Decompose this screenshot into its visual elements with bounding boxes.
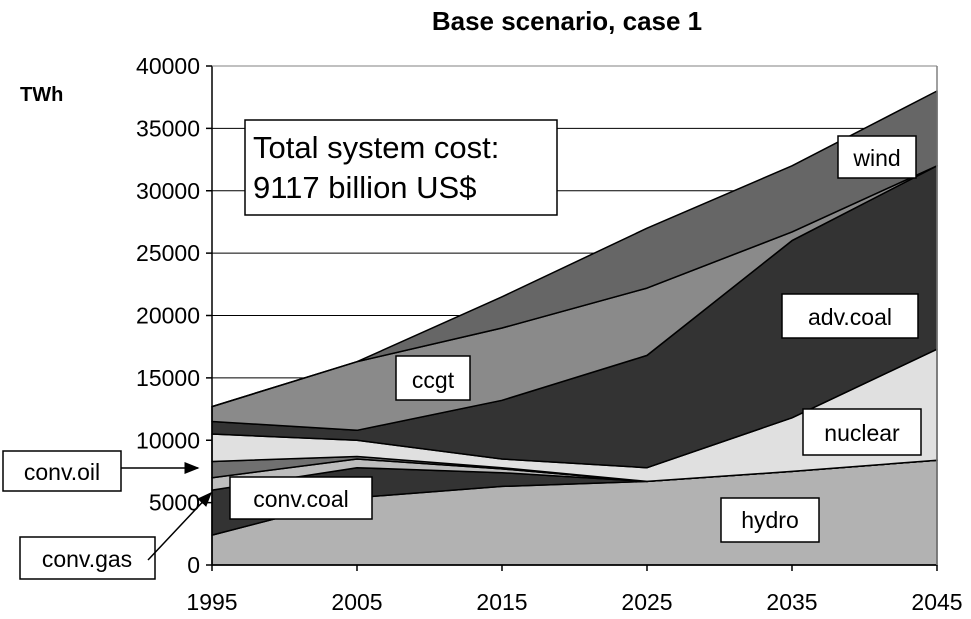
svg-text:adv.coal: adv.coal: [808, 304, 892, 330]
y-tick-label: 15000: [136, 365, 200, 391]
label-hydro: hydro: [720, 497, 820, 543]
y-tick-label: 0: [187, 552, 200, 578]
y-tick-label: 20000: [136, 303, 200, 329]
y-axis-label: TWh: [20, 84, 63, 106]
cost-annotation-box: [244, 119, 558, 216]
label-conv-coal: conv.coal: [229, 476, 373, 520]
svg-text:conv.gas: conv.gas: [42, 546, 132, 572]
label-conv-gas: conv.gas: [19, 536, 156, 580]
x-tick-label: 2005: [331, 589, 382, 615]
x-tick-label: 2015: [476, 589, 527, 615]
svg-text:wind: wind: [852, 145, 900, 171]
svg-text:hydro: hydro: [741, 507, 799, 533]
x-tick-label: 1995: [186, 589, 237, 615]
chart-title: Base scenario, case 1: [432, 6, 702, 36]
x-tick-label: 2035: [766, 589, 817, 615]
svg-text:nuclear: nuclear: [824, 420, 900, 446]
axes: [206, 65, 938, 571]
conv-gas-pointer: [147, 491, 213, 561]
svg-text:conv.coal: conv.coal: [253, 486, 348, 512]
label-adv-coal: adv.coal: [781, 293, 919, 339]
label-wind: wind: [837, 135, 917, 179]
y-tick-label: 5000: [149, 490, 200, 516]
y-tick-label: 40000: [136, 53, 200, 79]
label-conv-oil: conv.oil: [2, 450, 122, 492]
label-ccgt: ccgt: [395, 355, 471, 401]
cost-annotation-line1: Total system cost:: [253, 130, 499, 165]
label-nuclear: nuclear: [802, 408, 922, 456]
y-tick-labels: 0 5000 10000 15000 20000 25000 30000 35000 40000: [136, 53, 200, 578]
x-tick-label: 2045: [911, 589, 962, 615]
svg-text:ccgt: ccgt: [412, 367, 455, 393]
y-tick-label: 30000: [136, 178, 200, 204]
y-tick-label: 25000: [136, 240, 200, 266]
x-tick-labels: 1995 2005 2015 2025 2035 2045: [186, 589, 962, 615]
y-tick-label: 35000: [136, 115, 200, 141]
cost-annotation-line2: 9117 billion US$: [253, 170, 476, 205]
x-tick-label: 2025: [621, 589, 672, 615]
svg-text:conv.oil: conv.oil: [24, 459, 100, 485]
y-tick-label: 10000: [136, 427, 200, 453]
